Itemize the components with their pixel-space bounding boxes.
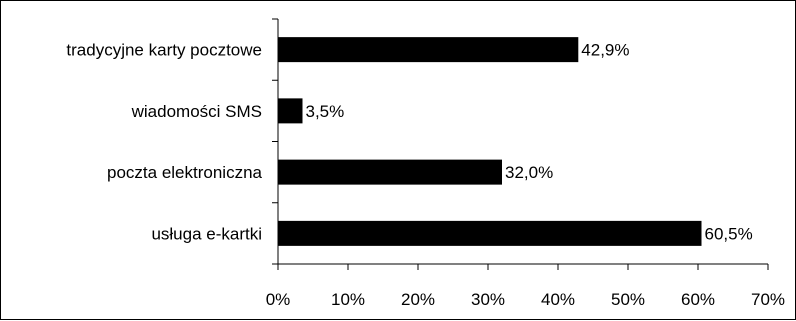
bar xyxy=(278,220,702,246)
x-tick-label: 60% xyxy=(681,290,715,309)
chart-bars xyxy=(278,37,702,246)
x-tick-label: 20% xyxy=(401,290,435,309)
chart-labels: 0% 10% 20% 30% 40% 50% 60% 70% tradycyjne karty … xyxy=(66,41,785,309)
x-tick-label: 0% xyxy=(266,290,291,309)
data-label: 42,9% xyxy=(581,41,629,60)
bar xyxy=(278,37,579,63)
data-label: 3,5% xyxy=(306,102,345,121)
x-tick-label: 30% xyxy=(471,290,505,309)
category-label: tradycyjne karty pocztowe xyxy=(66,41,262,60)
data-label: 32,0% xyxy=(505,163,553,182)
x-tick-label: 10% xyxy=(331,290,365,309)
x-tick-label: 70% xyxy=(751,290,785,309)
category-label: poczta elektroniczna xyxy=(107,163,263,182)
bar xyxy=(278,98,303,124)
x-tick-label: 50% xyxy=(611,290,645,309)
x-tick-label: 40% xyxy=(541,290,575,309)
category-label: usługa e-kartki xyxy=(151,224,262,243)
bar xyxy=(278,159,502,185)
data-label: 60,5% xyxy=(705,224,753,243)
category-label: wiadomości SMS xyxy=(131,102,262,121)
